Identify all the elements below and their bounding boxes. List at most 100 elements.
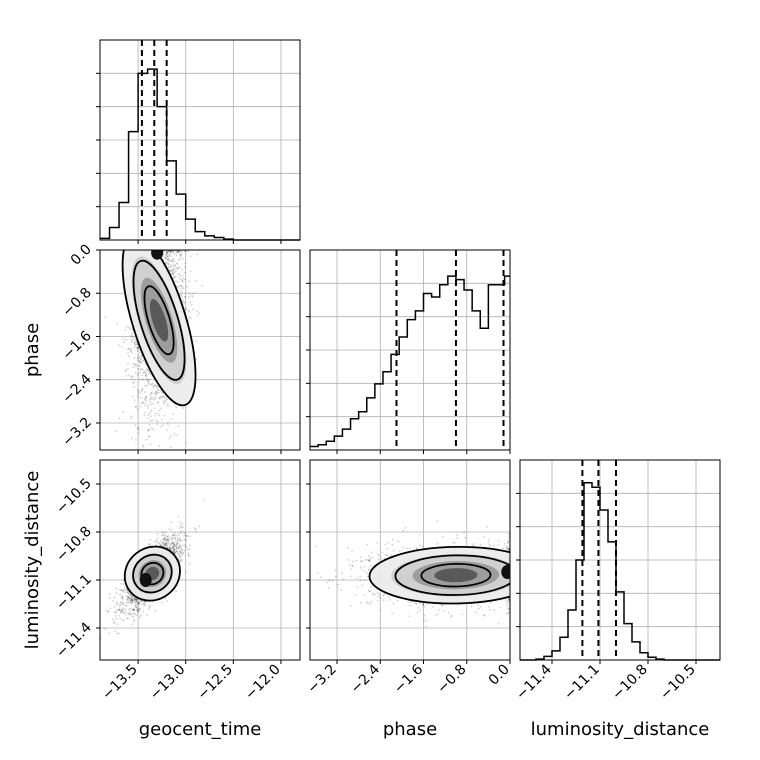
sample-point <box>136 345 138 348</box>
sample-point <box>161 534 164 537</box>
tick-label: −10.5 <box>53 476 95 518</box>
sample-point <box>137 392 140 394</box>
sample-point <box>125 368 127 371</box>
sample-point <box>135 598 137 601</box>
sample-point <box>182 287 185 290</box>
sample-point <box>130 350 132 353</box>
sample-point <box>175 254 178 257</box>
sample-point <box>182 299 185 302</box>
sample-point <box>142 444 145 447</box>
sample-point <box>132 336 135 339</box>
sample-point <box>142 402 144 404</box>
sample-point <box>192 292 195 295</box>
sample-point <box>189 270 192 273</box>
sample-point <box>128 596 130 599</box>
sample-point <box>131 598 133 601</box>
sample-point <box>166 540 169 543</box>
sample-point <box>166 535 168 538</box>
sample-point <box>185 539 188 542</box>
sample-point <box>145 372 148 375</box>
sample-point <box>127 347 129 350</box>
sample-point <box>167 258 170 261</box>
sample-point <box>188 309 190 312</box>
sample-point <box>149 443 152 446</box>
sample-point <box>141 378 144 381</box>
sample-point <box>177 542 179 545</box>
sample-point <box>379 609 382 611</box>
sample-point <box>147 429 150 432</box>
sample-point <box>147 435 150 438</box>
panel-frame <box>519 459 721 661</box>
sample-point <box>166 546 168 549</box>
sample-point <box>142 359 145 362</box>
sample-point <box>187 296 190 298</box>
sample-point <box>145 375 148 378</box>
sample-point <box>161 531 164 533</box>
sample-point <box>175 280 177 283</box>
sample-point <box>122 583 125 585</box>
sample-point <box>191 295 194 298</box>
sample-point <box>180 296 183 299</box>
grid <box>100 460 300 660</box>
sample-point <box>186 250 189 253</box>
sample-point <box>166 251 169 253</box>
sample-point <box>169 269 172 272</box>
sample-point <box>161 418 163 421</box>
sample-point <box>172 546 175 549</box>
sample-point <box>137 396 140 399</box>
sample-point <box>173 543 176 546</box>
sample-point <box>112 618 114 621</box>
sample-point <box>123 589 126 592</box>
sample-point <box>175 550 178 553</box>
sample-point <box>436 542 439 545</box>
sample-point <box>166 251 169 253</box>
sample-point <box>386 548 389 550</box>
density-peak <box>139 573 152 587</box>
sample-point <box>165 542 168 545</box>
sample-point <box>131 601 133 604</box>
sample-point <box>172 550 175 553</box>
sample-point <box>161 544 164 546</box>
sample-point <box>166 421 169 424</box>
sample-point <box>103 627 106 630</box>
sample-point <box>138 608 141 610</box>
sample-point <box>180 251 183 254</box>
sample-point <box>184 570 187 573</box>
sample-point <box>169 547 172 549</box>
sample-point <box>147 380 149 382</box>
sample-point <box>160 391 163 394</box>
sample-point <box>136 603 138 605</box>
sample-point <box>180 290 183 293</box>
sample-point <box>121 595 124 598</box>
sample-point <box>172 258 175 261</box>
sample-point <box>165 398 168 401</box>
sample-point <box>150 398 153 401</box>
sample-point <box>436 613 439 616</box>
sample-point <box>140 355 143 358</box>
sample-point <box>166 536 169 539</box>
sample-point <box>165 542 168 545</box>
sample-point <box>128 599 130 602</box>
contour-line <box>121 250 197 407</box>
sample-point <box>181 522 183 525</box>
sample-point <box>171 537 173 540</box>
sample-point <box>171 270 174 273</box>
sample-point <box>147 404 150 407</box>
sample-point <box>120 582 123 585</box>
sample-point <box>179 550 181 553</box>
tick-label: −0.8 <box>59 285 94 320</box>
sample-point <box>154 385 157 387</box>
sample-point <box>487 538 490 541</box>
sample-point <box>158 414 161 417</box>
sample-point <box>156 386 159 389</box>
sample-point <box>168 547 171 550</box>
sample-point <box>503 542 506 545</box>
sample-point <box>180 250 182 252</box>
sample-point <box>180 548 183 550</box>
sample-point <box>183 266 186 268</box>
sample-point <box>168 537 171 540</box>
sample-point <box>188 548 191 551</box>
sample-point <box>140 389 143 392</box>
sample-point <box>396 600 399 602</box>
sample-point <box>118 607 121 610</box>
